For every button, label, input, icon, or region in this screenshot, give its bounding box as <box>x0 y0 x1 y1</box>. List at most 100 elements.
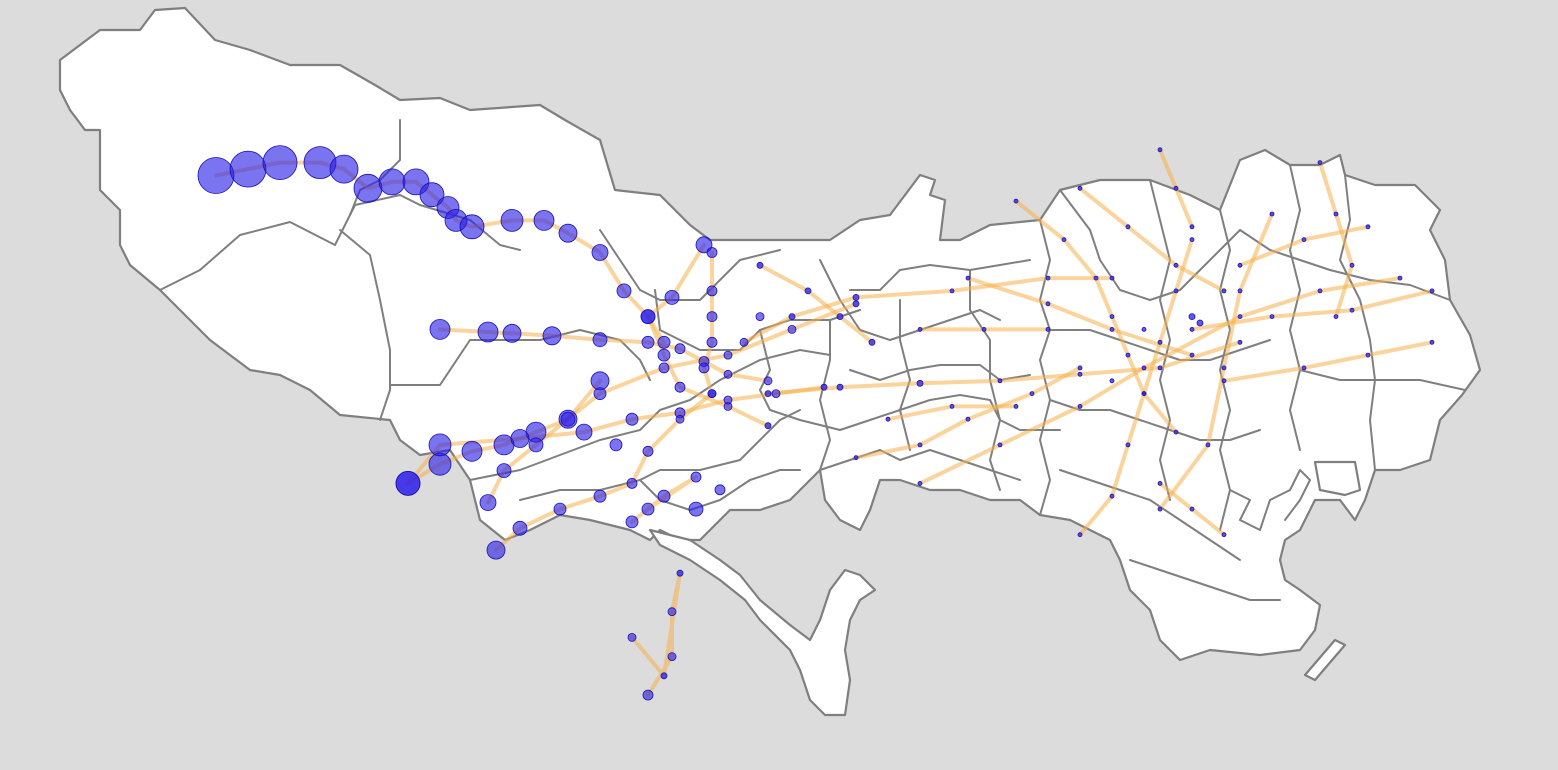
station-marker[interactable] <box>395 470 421 496</box>
station-marker[interactable] <box>1221 378 1227 384</box>
station-marker[interactable] <box>625 515 639 529</box>
station-marker[interactable] <box>1173 262 1179 268</box>
station-marker[interactable] <box>1205 442 1211 448</box>
station-marker[interactable] <box>590 371 610 391</box>
station-marker[interactable] <box>378 168 406 196</box>
station-marker[interactable] <box>1045 326 1051 332</box>
station-marker[interactable] <box>706 336 718 348</box>
station-marker[interactable] <box>707 389 717 399</box>
station-marker[interactable] <box>1141 365 1147 371</box>
station-marker[interactable] <box>1173 288 1179 294</box>
station-marker[interactable] <box>657 489 671 503</box>
station-marker[interactable] <box>788 313 796 321</box>
station-marker[interactable] <box>1196 319 1204 327</box>
station-marker[interactable] <box>1173 185 1179 191</box>
station-marker[interactable] <box>1429 288 1435 294</box>
station-marker[interactable] <box>1221 365 1227 371</box>
station-marker[interactable] <box>1157 339 1163 345</box>
station-marker[interactable] <box>657 335 671 349</box>
station-marker[interactable] <box>625 412 639 426</box>
station-marker[interactable] <box>496 463 512 479</box>
station-marker[interactable] <box>965 416 971 422</box>
station-marker[interactable] <box>1237 339 1243 345</box>
station-marker[interactable] <box>1349 307 1355 313</box>
station-marker[interactable] <box>714 484 726 496</box>
station-marker[interactable] <box>1125 442 1131 448</box>
station-marker[interactable] <box>641 335 655 349</box>
station-marker[interactable] <box>428 452 452 476</box>
station-marker[interactable] <box>640 309 656 325</box>
station-marker[interactable] <box>1237 288 1243 294</box>
station-marker[interactable] <box>1093 275 1099 281</box>
station-marker[interactable] <box>667 652 677 661</box>
station-marker[interactable] <box>660 672 668 680</box>
station-marker[interactable] <box>981 326 987 332</box>
station-marker[interactable] <box>1269 314 1275 320</box>
station-marker[interactable] <box>591 244 609 261</box>
station-marker[interactable] <box>1061 237 1067 243</box>
station-marker[interactable] <box>419 182 445 208</box>
station-marker[interactable] <box>1029 391 1035 397</box>
station-marker[interactable] <box>706 285 718 297</box>
station-marker[interactable] <box>1317 160 1323 166</box>
station-marker[interactable] <box>1333 211 1339 217</box>
station-marker[interactable] <box>1269 211 1275 217</box>
station-marker[interactable] <box>593 489 607 503</box>
station-marker[interactable] <box>723 350 733 360</box>
station-marker[interactable] <box>1077 185 1083 191</box>
station-marker[interactable] <box>676 569 684 577</box>
station-marker[interactable] <box>917 442 923 448</box>
station-marker[interactable] <box>1189 326 1195 332</box>
station-marker[interactable] <box>917 326 923 332</box>
station-marker[interactable] <box>658 362 670 374</box>
station-marker[interactable] <box>997 378 1003 384</box>
station-marker[interactable] <box>1349 262 1355 268</box>
station-marker[interactable] <box>723 369 733 379</box>
station-marker[interactable] <box>1013 403 1019 409</box>
station-marker[interactable] <box>1077 371 1083 377</box>
station-marker[interactable] <box>428 433 452 457</box>
station-marker[interactable] <box>804 287 812 295</box>
station-marker[interactable] <box>706 311 718 323</box>
station-marker[interactable] <box>642 689 654 701</box>
station-marker[interactable] <box>459 214 485 240</box>
station-marker[interactable] <box>1173 429 1179 435</box>
station-marker[interactable] <box>885 416 891 422</box>
station-marker[interactable] <box>1189 506 1195 512</box>
station-marker[interactable] <box>852 300 860 308</box>
station-marker[interactable] <box>997 442 1003 448</box>
station-marker[interactable] <box>1157 506 1163 512</box>
station-marker[interactable] <box>329 154 359 184</box>
station-marker[interactable] <box>1109 314 1115 320</box>
station-marker[interactable] <box>698 362 710 374</box>
station-marker[interactable] <box>609 438 623 452</box>
station-marker[interactable] <box>763 376 773 386</box>
station-marker[interactable] <box>479 494 497 512</box>
station-marker[interactable] <box>1237 314 1243 320</box>
station-marker[interactable] <box>593 387 607 401</box>
station-marker[interactable] <box>1141 391 1147 397</box>
station-marker[interactable] <box>1013 198 1019 204</box>
station-marker[interactable] <box>1429 339 1435 345</box>
station-marker[interactable] <box>486 540 506 560</box>
station-marker[interactable] <box>949 288 955 294</box>
station-marker[interactable] <box>836 383 844 391</box>
station-marker[interactable] <box>1365 224 1371 230</box>
station-marker[interactable] <box>674 381 686 393</box>
station-marker[interactable] <box>916 379 924 387</box>
station-marker[interactable] <box>353 173 383 203</box>
station-marker[interactable] <box>690 471 702 483</box>
station-marker[interactable] <box>626 477 638 489</box>
station-marker[interactable] <box>197 157 235 194</box>
station-marker[interactable] <box>1189 224 1195 230</box>
station-marker[interactable] <box>755 312 765 322</box>
station-marker[interactable] <box>1157 147 1163 153</box>
station-marker[interactable] <box>1189 352 1195 358</box>
station-marker[interactable] <box>1237 262 1243 268</box>
station-marker[interactable] <box>1125 224 1131 230</box>
station-marker[interactable] <box>1397 275 1403 281</box>
station-marker[interactable] <box>723 395 733 405</box>
station-marker[interactable] <box>500 208 524 232</box>
station-marker[interactable] <box>1301 365 1307 371</box>
station-marker[interactable] <box>657 348 671 362</box>
